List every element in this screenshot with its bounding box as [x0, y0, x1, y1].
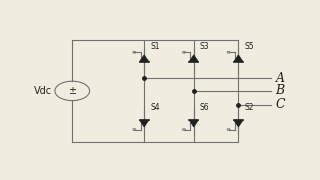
Text: S4: S4	[150, 103, 160, 112]
Polygon shape	[234, 120, 243, 127]
Text: S2: S2	[244, 103, 254, 112]
Text: A: A	[276, 72, 284, 85]
Text: Vdc: Vdc	[34, 86, 52, 96]
Polygon shape	[140, 120, 149, 127]
Text: S6: S6	[200, 103, 210, 112]
Text: C: C	[276, 98, 285, 111]
Text: S1: S1	[150, 42, 160, 51]
Polygon shape	[140, 55, 149, 62]
Text: ±: ±	[68, 86, 76, 96]
Polygon shape	[189, 55, 198, 62]
Text: S5: S5	[244, 42, 254, 51]
Polygon shape	[189, 120, 198, 127]
Text: S3: S3	[200, 42, 210, 51]
Text: B: B	[276, 84, 285, 97]
Polygon shape	[234, 55, 243, 62]
